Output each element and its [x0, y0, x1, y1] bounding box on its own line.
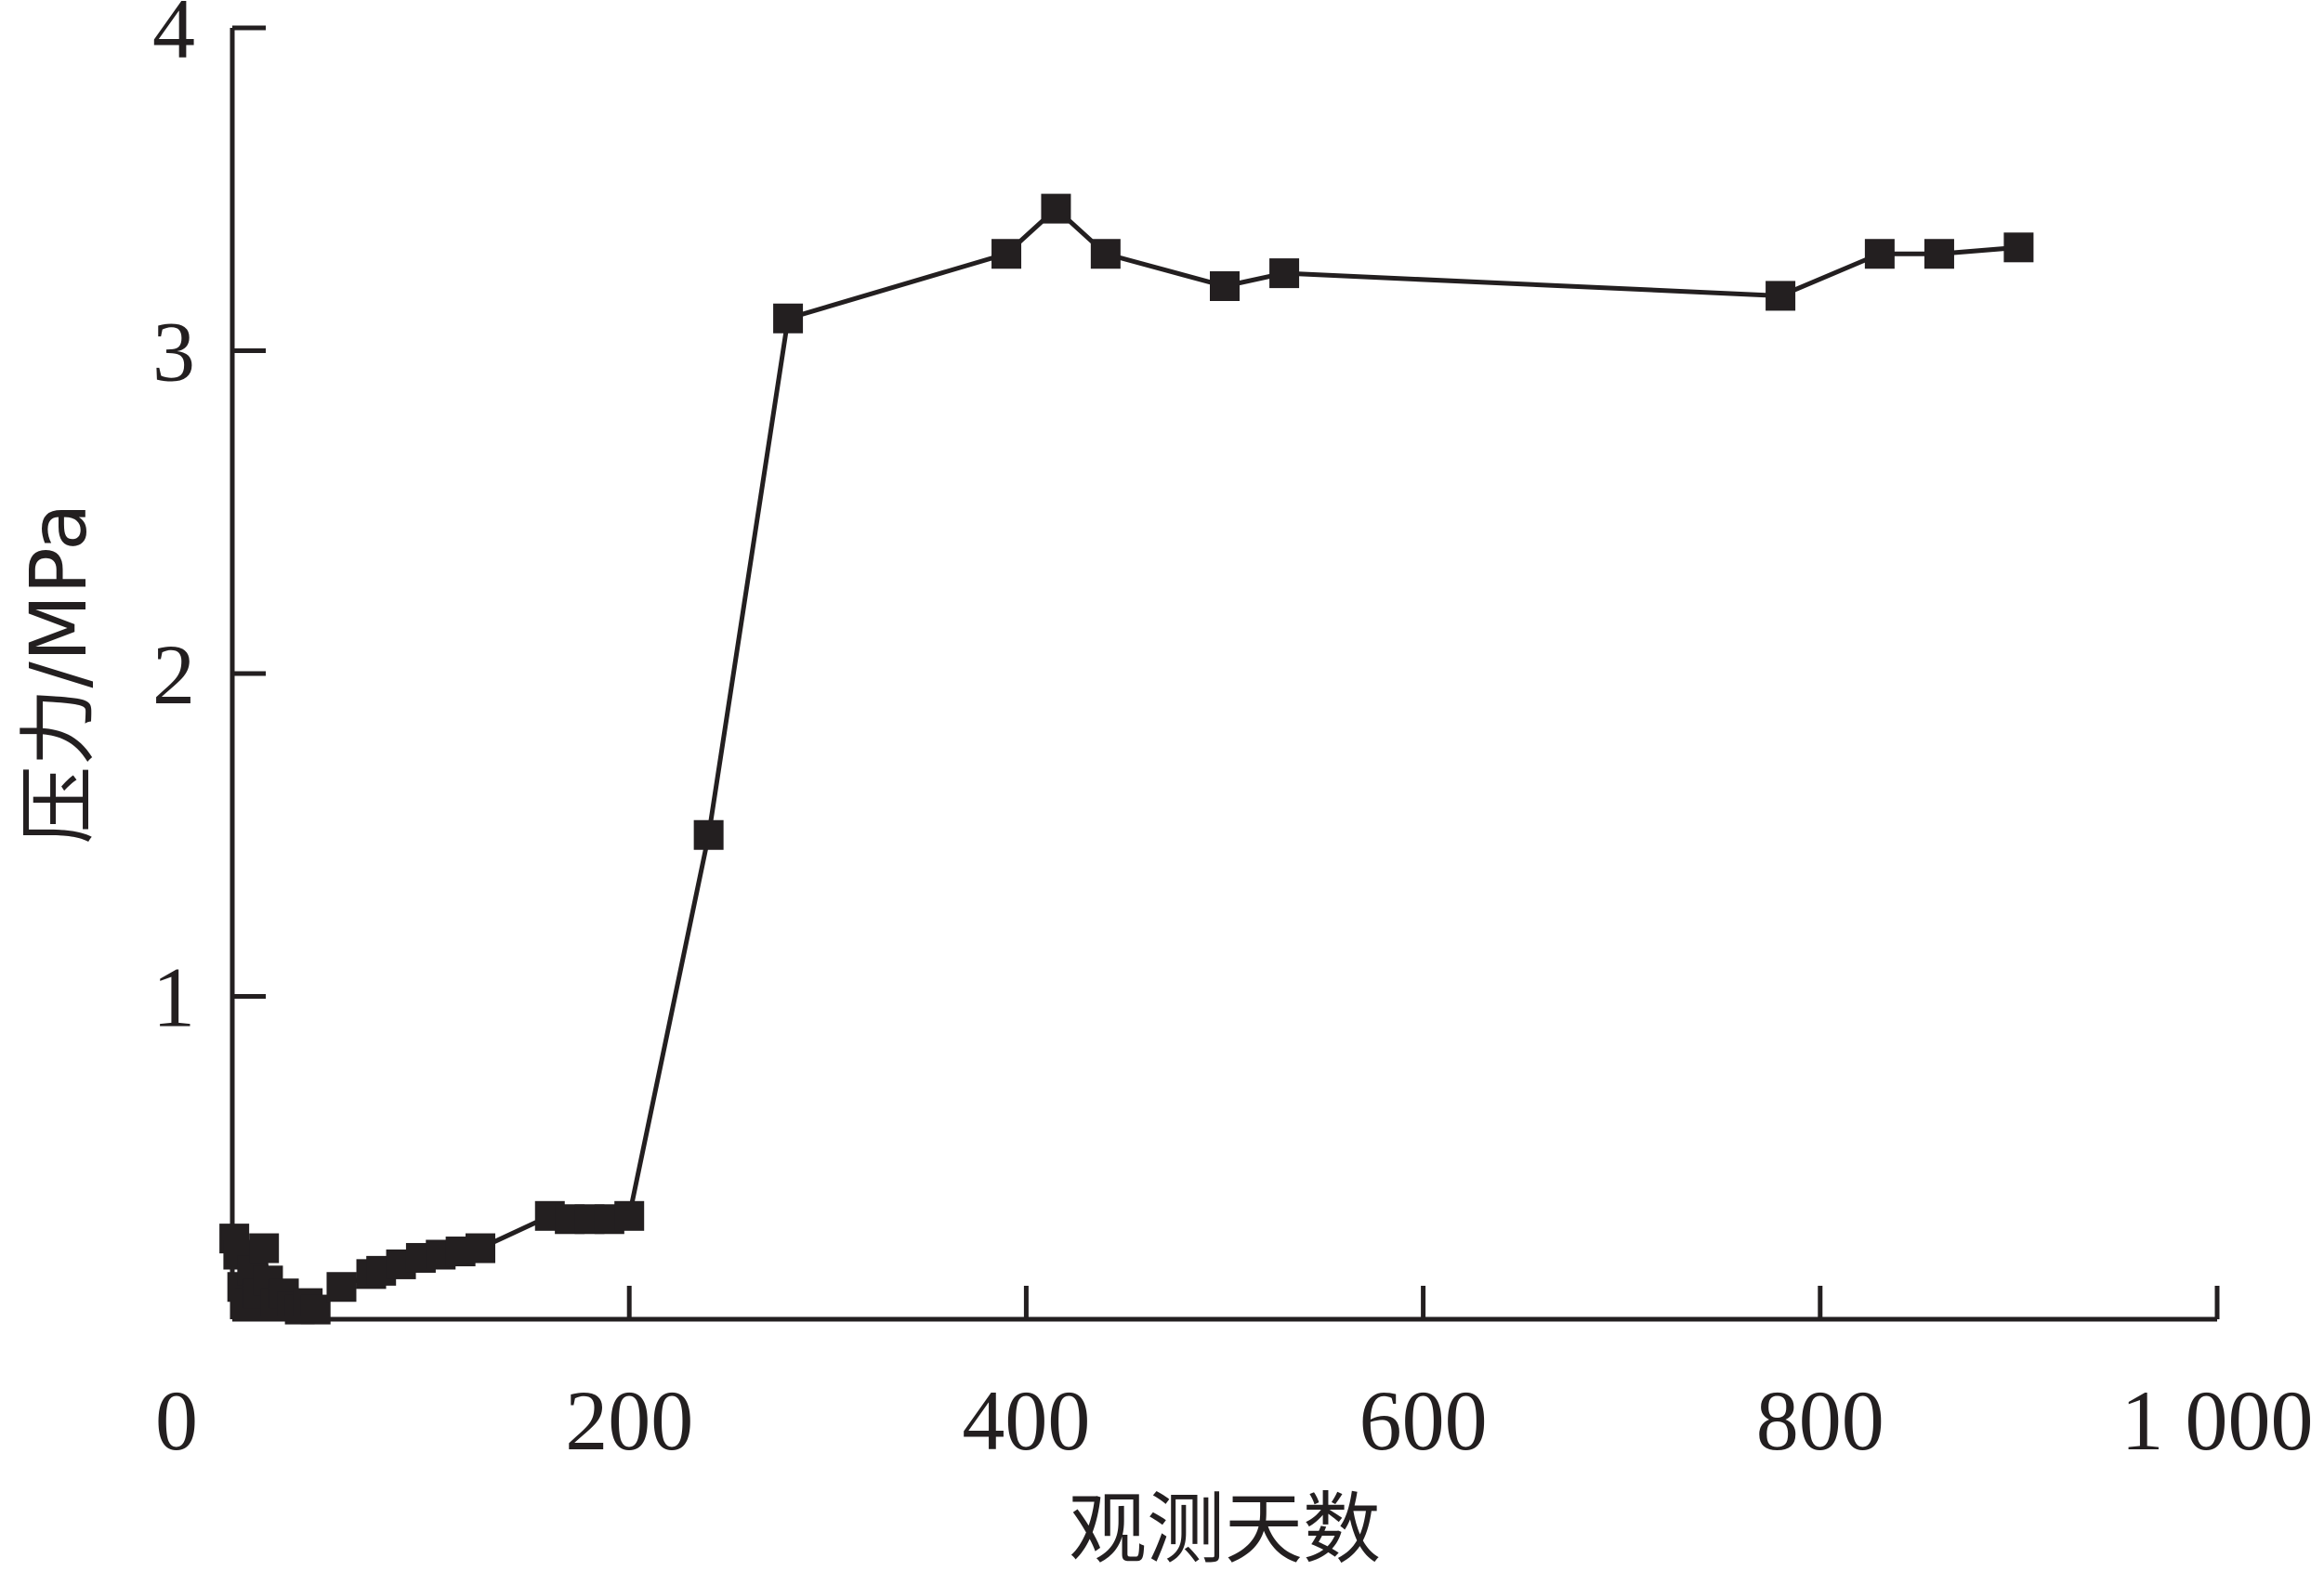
plot-area	[219, 193, 2034, 1325]
data-point	[1041, 193, 1071, 224]
data-point	[1090, 239, 1121, 269]
data-point	[1210, 271, 1240, 301]
x-tick-label: 600	[1359, 1373, 1488, 1468]
x-tick-label: 200	[565, 1373, 693, 1468]
data-point	[1864, 239, 1895, 269]
x-tick-label: 400	[962, 1373, 1090, 1468]
y-tick-label: 3	[152, 305, 195, 399]
y-tick-label: 1	[152, 950, 195, 1045]
y-tick-label: 4	[152, 0, 195, 76]
data-point	[326, 1272, 357, 1303]
data-point	[1924, 239, 1954, 269]
data-point	[693, 819, 724, 850]
data-point	[1766, 281, 1796, 311]
series-line	[231, 206, 2019, 1313]
data-point	[991, 239, 1022, 269]
y-tick-label: 2	[152, 627, 195, 722]
data-point	[466, 1233, 495, 1263]
data-point	[1269, 258, 1300, 289]
data-point	[773, 303, 804, 334]
x-tick-label: 0	[155, 1373, 198, 1468]
data-point	[614, 1200, 645, 1231]
y-axis: 1 2 3 4	[152, 0, 266, 1319]
x-tick-label: 800	[1756, 1373, 1884, 1468]
data-point	[2003, 232, 2034, 263]
y-axis-title: 压力/MPa	[13, 503, 104, 844]
x-ticks: 0 200 400 600 800 1 000	[155, 1286, 2314, 1468]
x-axis-title: 观测天数	[1069, 1484, 1381, 1571]
x-tick-label: 1 000	[2121, 1373, 2314, 1468]
y-ticks: 1 2 3 4	[152, 0, 266, 1045]
data-point	[249, 1233, 280, 1263]
x-axis: 0 200 400 600 800 1 000	[155, 1286, 2314, 1468]
series-layer	[219, 193, 2034, 1325]
